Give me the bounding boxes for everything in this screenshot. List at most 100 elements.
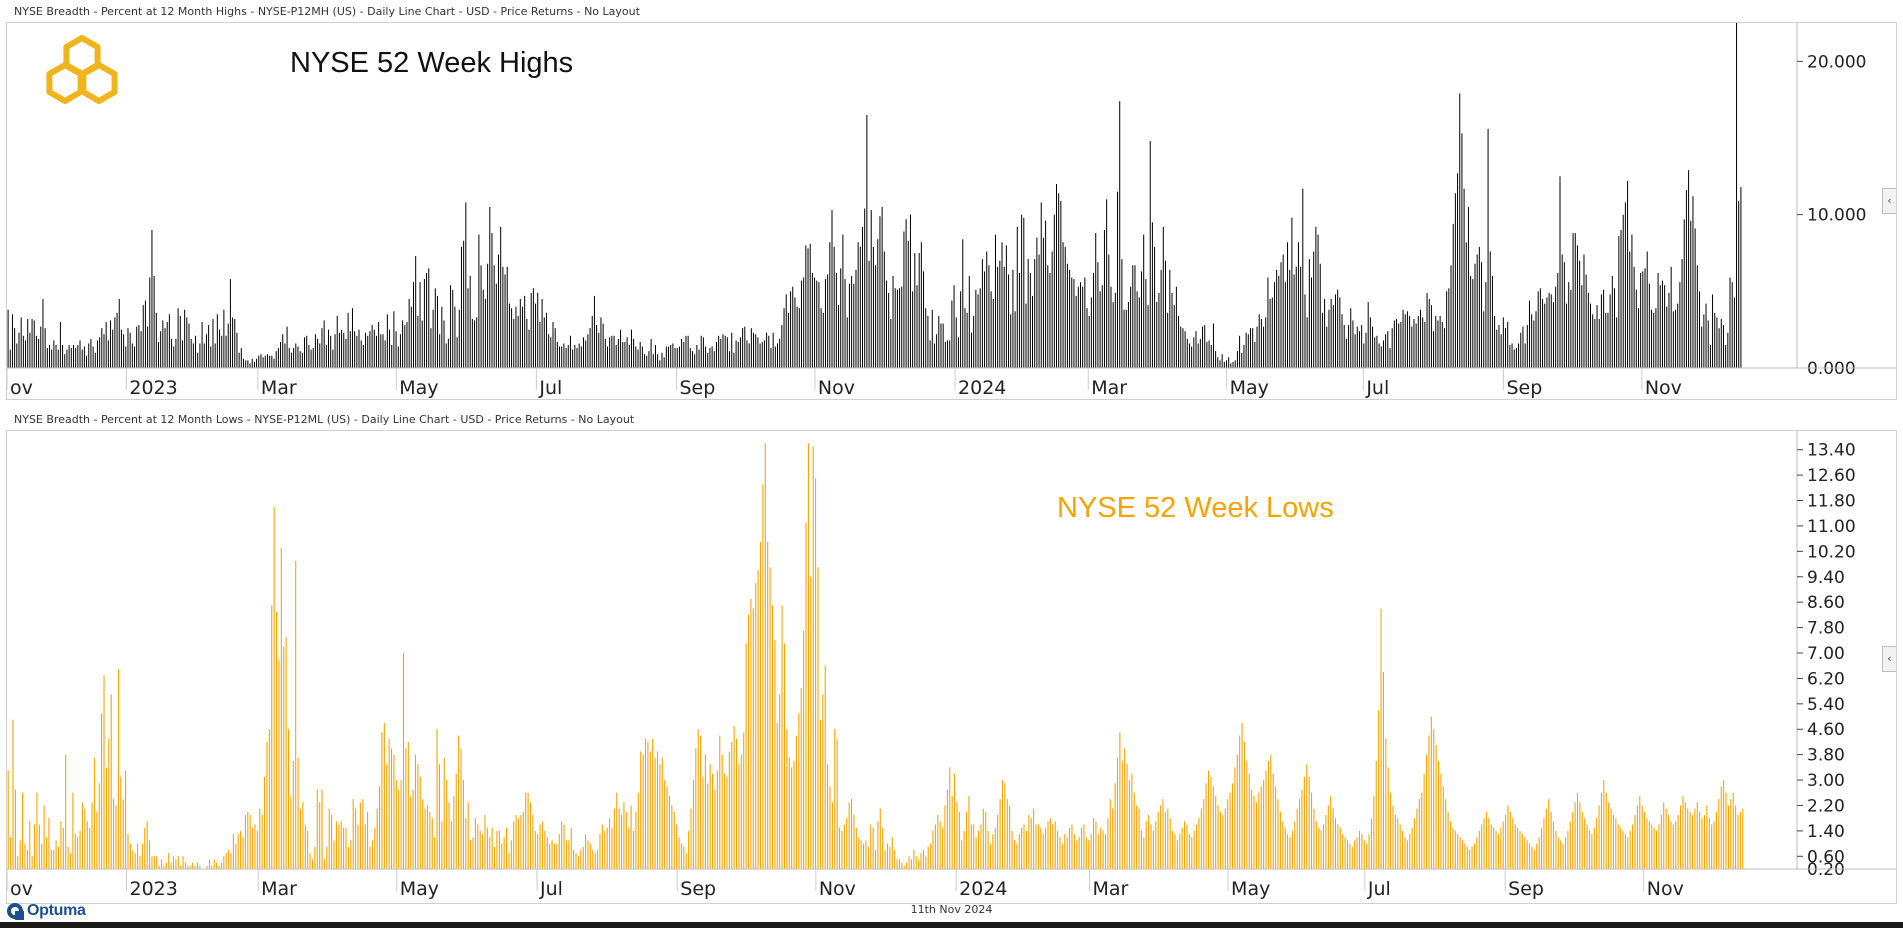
bar — [1639, 795, 1641, 869]
bar — [391, 345, 393, 368]
bar — [1103, 230, 1105, 368]
bar — [297, 757, 299, 869]
x-tick-label: Nov — [1647, 878, 1684, 900]
bar — [496, 830, 498, 869]
bar — [577, 856, 579, 869]
x-tick-label: Sep — [680, 377, 716, 399]
bar — [1447, 811, 1449, 869]
bar — [1426, 754, 1428, 869]
bar — [833, 246, 835, 368]
bar — [69, 853, 72, 869]
bar — [214, 343, 216, 368]
bar — [930, 843, 932, 869]
bar — [417, 315, 419, 368]
bar — [1123, 309, 1125, 368]
bar — [671, 805, 673, 869]
bar — [527, 792, 529, 869]
bar — [1059, 837, 1061, 869]
bar — [899, 288, 901, 368]
bar — [604, 338, 606, 368]
bar — [1035, 824, 1037, 869]
bar — [827, 764, 829, 869]
bar — [949, 340, 951, 368]
bar — [419, 776, 421, 869]
bar — [981, 259, 983, 368]
bar — [489, 207, 491, 368]
bar — [728, 751, 730, 869]
bar — [757, 570, 759, 869]
highs-chart-panel[interactable]: NYSE 52 Week Highs 20.000 10.000 0.000 ov 2… — [6, 22, 1897, 400]
x-tick-label: Jul — [1365, 377, 1389, 399]
bar — [659, 360, 661, 368]
bar — [35, 335, 37, 368]
bar — [532, 288, 534, 368]
bar — [1485, 811, 1487, 869]
bar — [999, 260, 1001, 368]
bar — [1629, 251, 1631, 368]
bar — [445, 343, 447, 368]
bar — [1417, 315, 1419, 368]
bar — [925, 308, 927, 368]
bar — [110, 320, 112, 368]
bar — [1258, 314, 1260, 368]
bar — [172, 856, 175, 869]
bar — [1552, 302, 1554, 368]
bar — [1079, 282, 1081, 368]
x-tick-label: ov — [10, 377, 33, 399]
chevron-left-icon[interactable]: ‹ — [1882, 188, 1896, 214]
bar — [534, 830, 536, 869]
bar — [1471, 846, 1473, 869]
bar — [1690, 220, 1692, 368]
bar — [992, 834, 994, 869]
bar — [537, 292, 539, 368]
bar — [1544, 303, 1546, 368]
bar — [870, 824, 872, 869]
bar — [1334, 818, 1337, 869]
bar — [1304, 294, 1306, 368]
bar — [1083, 824, 1085, 869]
highs-chart-title: NYSE 52 Week Highs — [290, 47, 573, 79]
bar — [41, 843, 43, 869]
bar — [1465, 242, 1467, 368]
bar — [697, 729, 699, 869]
bar — [670, 345, 672, 368]
bar — [1358, 331, 1360, 368]
bar — [970, 824, 972, 869]
lows-chart-panel[interactable]: NYSE 52 Week Lows 13.40 12.60 11.80 11.00 10… — [6, 430, 1897, 904]
bar — [1197, 343, 1199, 368]
bar — [105, 767, 107, 869]
bar — [1624, 202, 1626, 368]
bar — [855, 827, 857, 869]
bar — [663, 357, 665, 368]
bar — [552, 322, 554, 368]
bar — [1243, 741, 1245, 869]
bar — [19, 840, 21, 869]
bar — [297, 346, 299, 368]
bar — [417, 764, 419, 869]
bar — [125, 346, 127, 368]
bar — [489, 837, 491, 869]
bar — [1198, 818, 1200, 869]
bar — [1287, 834, 1289, 869]
bar — [1667, 815, 1670, 869]
bar — [755, 334, 757, 368]
bar — [22, 792, 24, 869]
bar — [220, 862, 222, 869]
bar — [31, 318, 33, 368]
bar — [400, 780, 402, 869]
bar — [1439, 315, 1441, 368]
bar — [371, 325, 373, 368]
bar — [664, 780, 666, 869]
bar — [958, 811, 960, 869]
bar — [1136, 805, 1138, 869]
bar — [436, 729, 438, 869]
chevron-left-icon[interactable]: ‹ — [1882, 646, 1896, 672]
bar — [1206, 341, 1208, 368]
bar — [1727, 332, 1729, 368]
bar — [1366, 843, 1368, 869]
bar — [397, 346, 399, 368]
bar — [149, 277, 151, 368]
bar — [1134, 265, 1136, 368]
bar — [216, 314, 218, 368]
optuma-logo-icon — [7, 903, 24, 920]
